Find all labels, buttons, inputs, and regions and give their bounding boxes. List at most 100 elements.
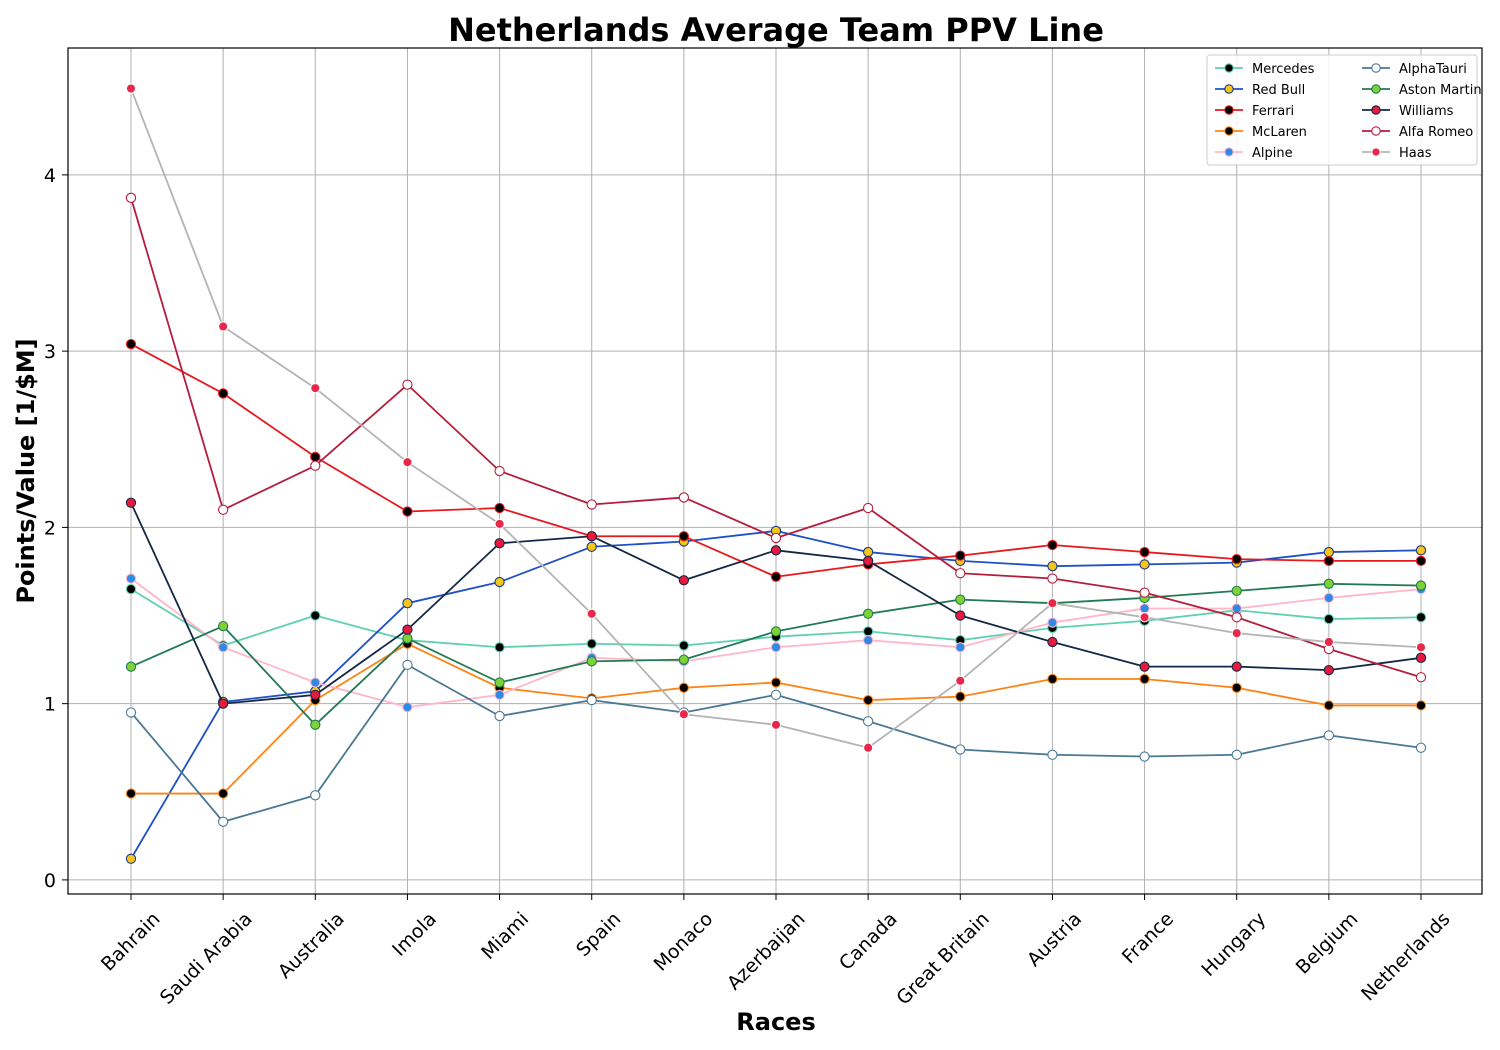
data-point-ferrari xyxy=(678,531,690,542)
data-point-mclaren xyxy=(1047,673,1058,685)
data-point-aston-martin xyxy=(862,608,874,619)
x-tick-label: Austria xyxy=(1023,908,1086,971)
legend-label: Williams xyxy=(1399,104,1454,119)
data-point-williams xyxy=(310,689,321,700)
data-point-aston-martin xyxy=(1415,580,1427,591)
data-point-alfa-romeo xyxy=(1231,612,1242,623)
legend-marker xyxy=(1224,147,1234,157)
data-point-alpine xyxy=(862,635,874,646)
data-point-aston-martin xyxy=(955,594,966,605)
data-point-alphatauri xyxy=(402,659,413,671)
x-tick-label: Belgium xyxy=(1292,908,1363,979)
data-point-haas xyxy=(1047,598,1058,609)
legend-label: Ferrari xyxy=(1252,104,1294,119)
x-tick-label: Miami xyxy=(477,908,533,964)
legend-entry-red-bull: Red Bull xyxy=(1215,83,1305,98)
legend-marker xyxy=(1224,126,1234,136)
data-point-alphatauri xyxy=(955,744,966,755)
data-point-mclaren xyxy=(678,682,690,693)
x-tick-label: Spain xyxy=(572,908,625,961)
data-point-alphatauri xyxy=(1323,730,1335,741)
legend-label: Aston Martin xyxy=(1399,83,1482,98)
data-point-aston-martin xyxy=(217,620,229,632)
data-point-red-bull xyxy=(1415,545,1427,556)
data-point-ferrari xyxy=(310,451,321,463)
data-point-alfa-romeo xyxy=(1139,587,1150,598)
data-point-williams xyxy=(678,575,690,586)
data-point-mclaren xyxy=(1231,682,1242,693)
x-tick-label: Azerbaijan xyxy=(723,908,810,995)
data-point-alphatauri xyxy=(586,694,597,706)
chart-title: Netherlands Average Team PPV Line xyxy=(448,11,1104,49)
data-point-ferrari xyxy=(1047,539,1058,551)
data-point-mercedes xyxy=(678,640,690,651)
x-tick-label: Monaco xyxy=(650,908,718,976)
data-point-red-bull xyxy=(494,576,505,588)
legend-entry-haas: Haas xyxy=(1362,146,1432,161)
x-tick-label: Bahrain xyxy=(97,908,165,976)
data-point-aston-martin xyxy=(1231,585,1242,596)
legend: Mercedes Red Bull Ferrari McLaren Alpine Alph… xyxy=(1206,54,1482,166)
legend-marker xyxy=(1371,84,1381,94)
x-tick-label: Australia xyxy=(274,908,349,983)
data-point-ferrari xyxy=(217,388,229,399)
data-point-haas xyxy=(586,608,597,619)
x-tick-label: Netherlands xyxy=(1357,908,1454,1005)
data-point-mclaren xyxy=(125,788,137,799)
data-point-alpine xyxy=(402,702,413,713)
x-tick-label: Saudi Arabia xyxy=(156,908,257,1009)
data-point-aston-martin xyxy=(770,626,782,637)
data-point-alfa-romeo xyxy=(217,504,229,515)
data-point-williams xyxy=(955,610,966,621)
data-point-ferrari xyxy=(1415,555,1427,567)
data-point-ferrari xyxy=(1231,553,1242,565)
data-point-haas xyxy=(1231,628,1242,639)
data-point-alphatauri xyxy=(217,816,229,827)
data-point-alpine xyxy=(1047,617,1058,628)
plot-frame xyxy=(67,47,1483,895)
data-point-red-bull xyxy=(125,853,137,864)
y-tick-label: 4 xyxy=(44,165,56,187)
data-point-alpine xyxy=(310,677,321,688)
data-point-ferrari xyxy=(770,571,782,582)
data-point-mercedes xyxy=(1415,612,1427,623)
data-point-mclaren xyxy=(1139,673,1150,685)
data-point-mercedes xyxy=(586,638,597,649)
data-point-mclaren xyxy=(1415,700,1427,711)
data-point-alphatauri xyxy=(1047,749,1058,760)
legend-entry-mercedes: Mercedes xyxy=(1215,62,1315,77)
data-point-aston-martin xyxy=(494,677,505,688)
series-alphatauri xyxy=(125,659,1427,827)
y-tick-label: 1 xyxy=(44,694,56,716)
data-point-williams xyxy=(217,698,229,709)
grid-lines xyxy=(68,48,1482,894)
data-point-alfa-romeo xyxy=(1415,672,1427,683)
legend-entry-ferrari: Ferrari xyxy=(1215,104,1294,119)
data-point-mclaren xyxy=(217,788,229,799)
data-point-aston-martin xyxy=(402,633,413,644)
data-point-haas xyxy=(125,83,137,94)
legend-label: Alfa Romeo xyxy=(1399,125,1473,140)
legend-entry-alpine: Alpine xyxy=(1215,146,1293,161)
data-point-alphatauri xyxy=(770,689,782,700)
x-tick-label: France xyxy=(1118,908,1178,968)
data-point-alfa-romeo xyxy=(955,568,966,579)
data-point-alfa-romeo xyxy=(494,465,505,477)
data-point-mclaren xyxy=(862,694,874,706)
legend-label: AlphaTauri xyxy=(1399,62,1467,77)
legend-label: Mercedes xyxy=(1252,62,1315,77)
x-tick-label: Great Britain xyxy=(892,908,993,1009)
data-point-mercedes xyxy=(125,583,137,595)
data-point-ferrari xyxy=(125,338,137,350)
x-axis-label: Races xyxy=(736,1008,815,1036)
legend-entry-williams: Williams xyxy=(1362,104,1454,119)
data-point-williams xyxy=(1047,636,1058,648)
data-point-aston-martin xyxy=(678,654,690,665)
data-point-aston-martin xyxy=(1323,578,1335,589)
data-point-ferrari xyxy=(1139,546,1150,558)
legend-label: Alpine xyxy=(1252,146,1293,161)
y-axis-label: Points/Value [1/$M] xyxy=(12,338,40,603)
data-point-haas xyxy=(217,321,229,332)
data-point-alpine xyxy=(1231,603,1242,614)
